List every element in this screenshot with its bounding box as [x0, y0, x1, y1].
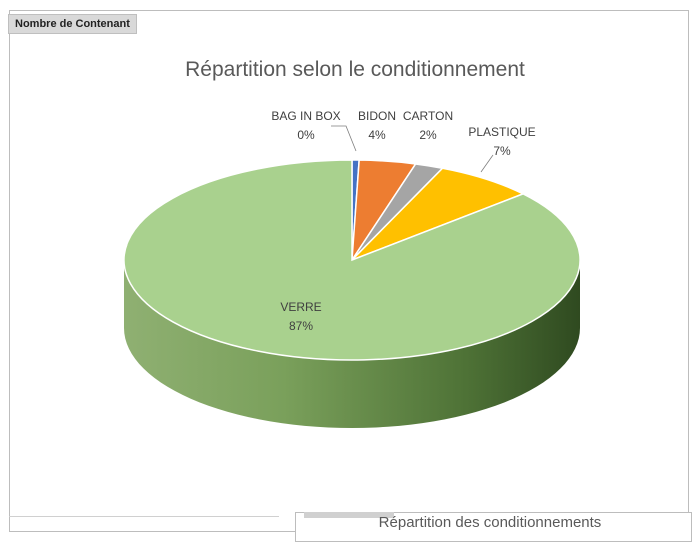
slice-label-verre: VERRE: [280, 300, 321, 314]
second-chart-tab: [304, 512, 394, 518]
leader-line-bag-in-box: [331, 125, 357, 152]
slice-label-plastique: PLASTIQUE: [468, 125, 535, 139]
slice-label-bag-in-box: BAG IN BOX: [271, 109, 340, 123]
slice-label-bidon: BIDON: [358, 109, 396, 123]
second-chart-title: Répartition des conditionnements: [378, 514, 602, 531]
pie-slice-verre[interactable]: [123, 159, 581, 361]
slice-percent-bidon: 4%: [368, 128, 386, 142]
slice-percent-verre: 87%: [289, 319, 313, 333]
slice-label-carton: CARTON: [403, 109, 453, 123]
slice-percent-bag-in-box: 0%: [297, 128, 315, 142]
slice-percent-plastique: 7%: [493, 144, 511, 158]
chart-title: Répartition selon le conditionnement: [185, 58, 525, 81]
slice-percent-carton: 2%: [419, 128, 437, 142]
pie-side-wall: [124, 260, 580, 428]
leader-line-plastique: [480, 154, 494, 173]
bottom-divider: [9, 516, 279, 517]
field-button-nombre-de-contenant[interactable]: Nombre de Contenant: [8, 14, 137, 34]
